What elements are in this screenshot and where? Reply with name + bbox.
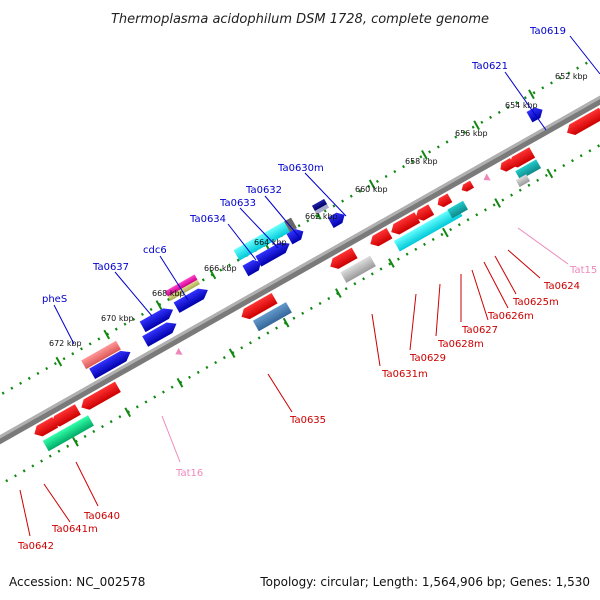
gene-Ta0635[interactable] [239,292,278,322]
gene-cdc6[interactable] [139,304,176,333]
gene-Ta0629[interactable] [367,227,393,249]
forward-genes [81,107,543,380]
kbp-label: 658 kbp [405,157,438,166]
label-Tat16[interactable]: Tat16 [175,468,203,479]
kbp-label: 662 kbp [305,212,338,221]
kbp-label: 670 kbp [101,314,134,323]
label-Ta0632[interactable]: Ta0632 [245,185,282,196]
label-pheS[interactable]: pheS [42,294,67,305]
gene-Ta0642[interactable] [31,417,59,439]
label-Ta0631m[interactable]: Ta0631m [381,369,428,380]
kbp-label: 672 kbp [49,339,82,348]
label-Ta0621[interactable]: Ta0621 [471,61,508,72]
label-Ta0641m[interactable]: Ta0641m [51,524,98,535]
map-title: Thermoplasma acidophilum DSM 1728, compl… [111,12,489,27]
label-Ta0624[interactable]: Ta0624 [543,281,580,292]
label-Ta0619[interactable]: Ta0619 [529,26,566,37]
gene-pheS[interactable] [81,340,121,370]
gene-Ta0626m[interactable] [435,193,453,209]
gene-Ta0642b[interactable] [42,415,94,452]
gene-Ta0628[interactable] [393,205,463,252]
gene-Ta0630[interactable] [327,210,348,228]
gene-Ta0641m[interactable] [49,404,81,429]
kbp-label: 664 kbp [254,238,287,247]
gene-Ta0637[interactable] [142,319,179,347]
scale-labels: 652 kbp 654 kbp 656 kbp 658 kbp 660 kbp … [49,72,588,348]
gene-Ta0620[interactable] [564,107,600,138]
tRNA-Tat16[interactable] [173,347,183,358]
kbp-label: 660 kbp [355,185,388,194]
gene-Ta0633b[interactable] [242,257,264,277]
genome-summary-text: Topology: circular; Length: 1,564,906 bp… [259,575,590,589]
gene-Ta0634[interactable] [233,221,290,261]
gene-Ta0630m[interactable] [311,198,328,212]
gene-Ta0623[interactable] [507,147,536,170]
gene-Ta0631[interactable] [340,255,376,283]
gene-Ta0626[interactable] [447,200,468,219]
label-Ta0635[interactable]: Ta0635 [289,415,326,426]
gene-Ta0631m[interactable] [327,247,358,272]
kbp-label: 656 kbp [455,129,488,138]
accession-text: Accession: NC_002578 [9,575,145,589]
gene-Ta0632[interactable] [286,226,307,245]
label-Ta0629[interactable]: Ta0629 [409,353,446,364]
reverse-genes [31,107,600,452]
reverse-label-text: Tat15 Ta0624 Ta0625m Ta0626m Ta0627 Ta06… [17,265,597,552]
tRNA-Tat15[interactable] [481,173,491,184]
kbp-label: 668 kbp [152,289,185,298]
label-Ta0627[interactable]: Ta0627 [461,325,498,336]
label-Ta0634[interactable]: Ta0634 [189,214,226,225]
gene-Ta0628m[interactable] [388,212,421,237]
gene-Ta0636[interactable] [164,274,198,297]
gene-Ta0635b[interactable] [252,302,292,332]
gene-Ta0623b[interactable] [515,159,542,180]
label-Ta0628m[interactable]: Ta0628m [437,339,484,350]
forward-label-group [53,35,600,345]
label-Ta0625m[interactable]: Ta0625m [512,297,559,308]
label-Ta0637[interactable]: Ta0637 [92,262,129,273]
scale-line-reverse [5,125,600,483]
kbp-label: 666 kbp [204,264,237,273]
label-cdc6[interactable]: cdc6 [143,245,167,256]
label-Ta0640[interactable]: Ta0640 [83,511,120,522]
genome-track [0,57,600,483]
label-Ta0626m[interactable]: Ta0626m [487,311,534,322]
kbp-label: 652 kbp [555,72,588,81]
gene-Ta0627[interactable] [413,204,435,223]
label-Tat15[interactable]: Tat15 [569,265,597,276]
label-Ta0642[interactable]: Ta0642 [17,541,54,552]
gene-Ta0636b[interactable] [173,285,211,313]
kbp-label: 654 kbp [505,101,538,110]
label-Ta0633[interactable]: Ta0633 [219,198,256,209]
gene-Ta0640[interactable] [78,381,121,413]
gene-pheS-arrow[interactable] [89,347,133,380]
reverse-label-group [19,227,569,537]
forward-label-text: Ta0619 Ta0621 Ta0630m Ta0632 Ta0633 Ta06… [42,26,566,305]
gene-Ta0633[interactable] [255,238,292,267]
major-ticks [55,89,554,447]
gene-Ta0625m[interactable] [460,180,475,194]
label-Ta0630m[interactable]: Ta0630m [277,163,324,174]
